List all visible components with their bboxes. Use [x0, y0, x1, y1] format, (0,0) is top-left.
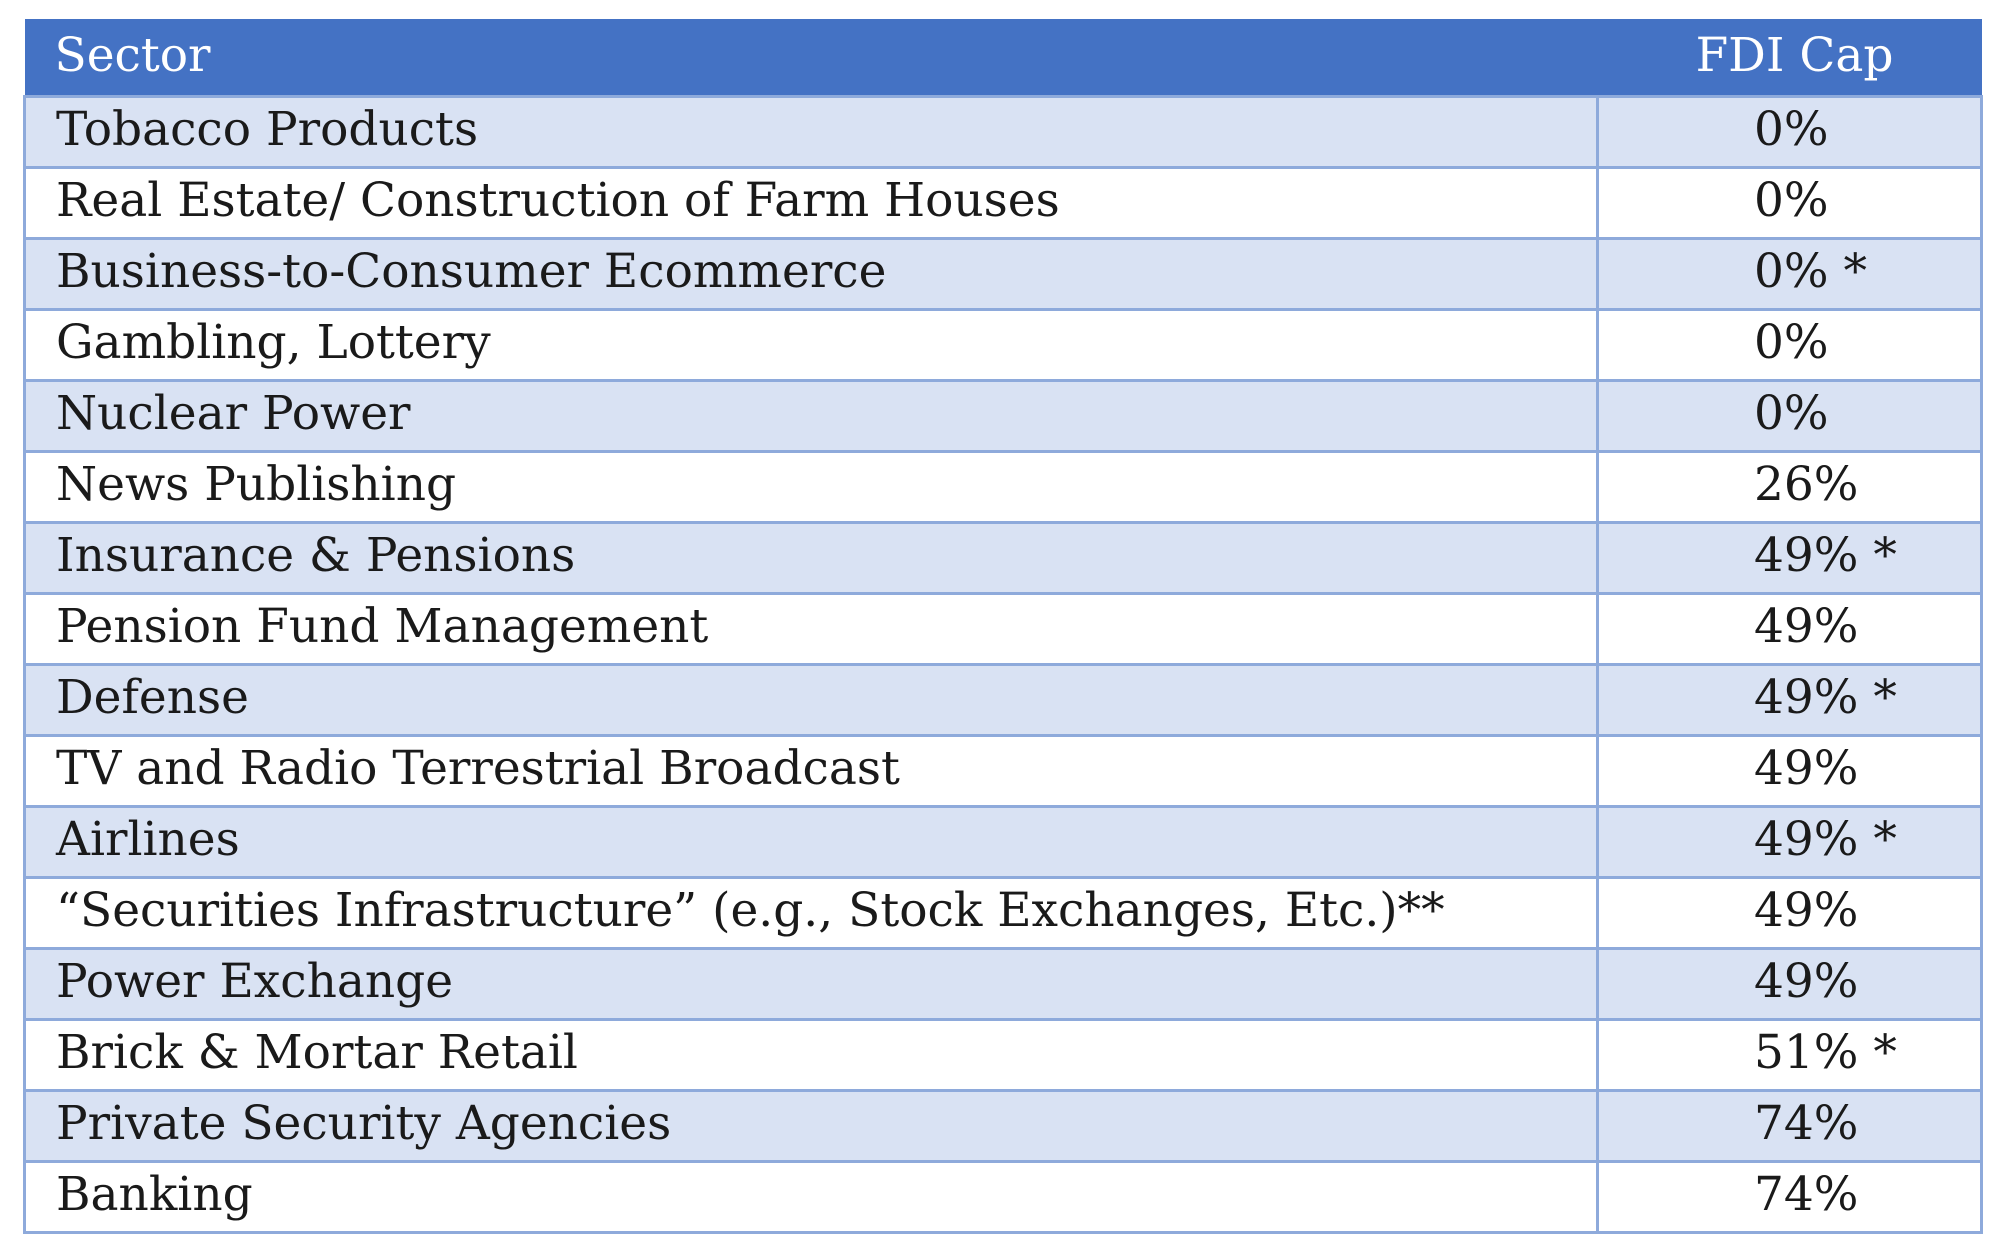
sector-cell: Business-to-Consumer Ecommerce [23, 237, 1599, 311]
sector-cell: Defense [23, 663, 1599, 737]
header-fdi-cap: FDI Cap [1597, 19, 1982, 97]
fdi-cap-cell: 49% * [1596, 663, 1983, 737]
fdi-cap-cell: 26% [1596, 450, 1983, 524]
fdi-cap-cell: 49% [1596, 947, 1983, 1021]
table-row: Brick & Mortar Retail 51% * [23, 1018, 1983, 1092]
sector-cell: Tobacco Products [23, 95, 1599, 169]
sector-cell: Gambling, Lottery [23, 308, 1599, 382]
table-row: Insurance & Pensions 49% * [23, 521, 1983, 595]
fdi-cap-cell: 74% [1596, 1089, 1983, 1163]
fdi-cap-cell: 49% [1596, 734, 1983, 808]
sector-cell: Airlines [23, 805, 1599, 879]
header-sector: Sector [24, 19, 1598, 97]
table-row: News Publishing 26% [23, 450, 1983, 524]
table-row: Banking 74% [23, 1160, 1983, 1234]
table-row: Airlines 49% * [23, 805, 1983, 879]
fdi-cap-cell: 51% * [1596, 1018, 1983, 1092]
table-row: “Securities Infrastructure” (e.g., Stock… [23, 876, 1983, 950]
sector-cell: Real Estate/ Construction of Farm Houses [23, 166, 1599, 240]
fdi-cap-cell: 49% * [1596, 805, 1983, 879]
sector-cell: Private Security Agencies [23, 1089, 1599, 1163]
sector-cell: Power Exchange [23, 947, 1599, 1021]
table-row: Pension Fund Management 49% [23, 592, 1983, 666]
table-row: Private Security Agencies 74% [23, 1089, 1983, 1163]
fdi-cap-cell: 0% * [1596, 237, 1983, 311]
sector-cell: News Publishing [23, 450, 1599, 524]
sector-cell: Banking [23, 1160, 1599, 1234]
table-header-row: Sector FDI Cap [24, 19, 1982, 97]
fdi-cap-cell: 0% [1596, 166, 1983, 240]
sector-cell: Pension Fund Management [23, 592, 1599, 666]
fdi-cap-cell: 49% * [1596, 521, 1983, 595]
table-row: Defense 49% * [23, 663, 1983, 737]
sector-cell: Insurance & Pensions [23, 521, 1599, 595]
sector-cell: Brick & Mortar Retail [23, 1018, 1599, 1092]
table-row: Power Exchange 49% [23, 947, 1983, 1021]
table-row: TV and Radio Terrestrial Broadcast 49% [23, 734, 1983, 808]
sector-cell: Nuclear Power [23, 379, 1599, 453]
fdi-cap-cell: 0% [1596, 308, 1983, 382]
fdi-cap-cell: 0% [1596, 95, 1983, 169]
fdi-cap-table: Sector FDI Cap Tobacco Products 0% Real … [23, 19, 1983, 1234]
table-row: Real Estate/ Construction of Farm Houses… [23, 166, 1983, 240]
table-row: Tobacco Products 0% [23, 95, 1983, 169]
table-row: Nuclear Power 0% [23, 379, 1983, 453]
sector-cell: “Securities Infrastructure” (e.g., Stock… [23, 876, 1599, 950]
fdi-cap-cell: 49% [1596, 592, 1983, 666]
sector-cell: TV and Radio Terrestrial Broadcast [23, 734, 1599, 808]
fdi-cap-cell: 49% [1596, 876, 1983, 950]
table-row: Business-to-Consumer Ecommerce 0% * [23, 237, 1983, 311]
fdi-cap-cell: 0% [1596, 379, 1983, 453]
table-row: Gambling, Lottery 0% [23, 308, 1983, 382]
fdi-cap-cell: 74% [1596, 1160, 1983, 1234]
table-body: Tobacco Products 0% Real Estate/ Constru… [23, 95, 1983, 1234]
